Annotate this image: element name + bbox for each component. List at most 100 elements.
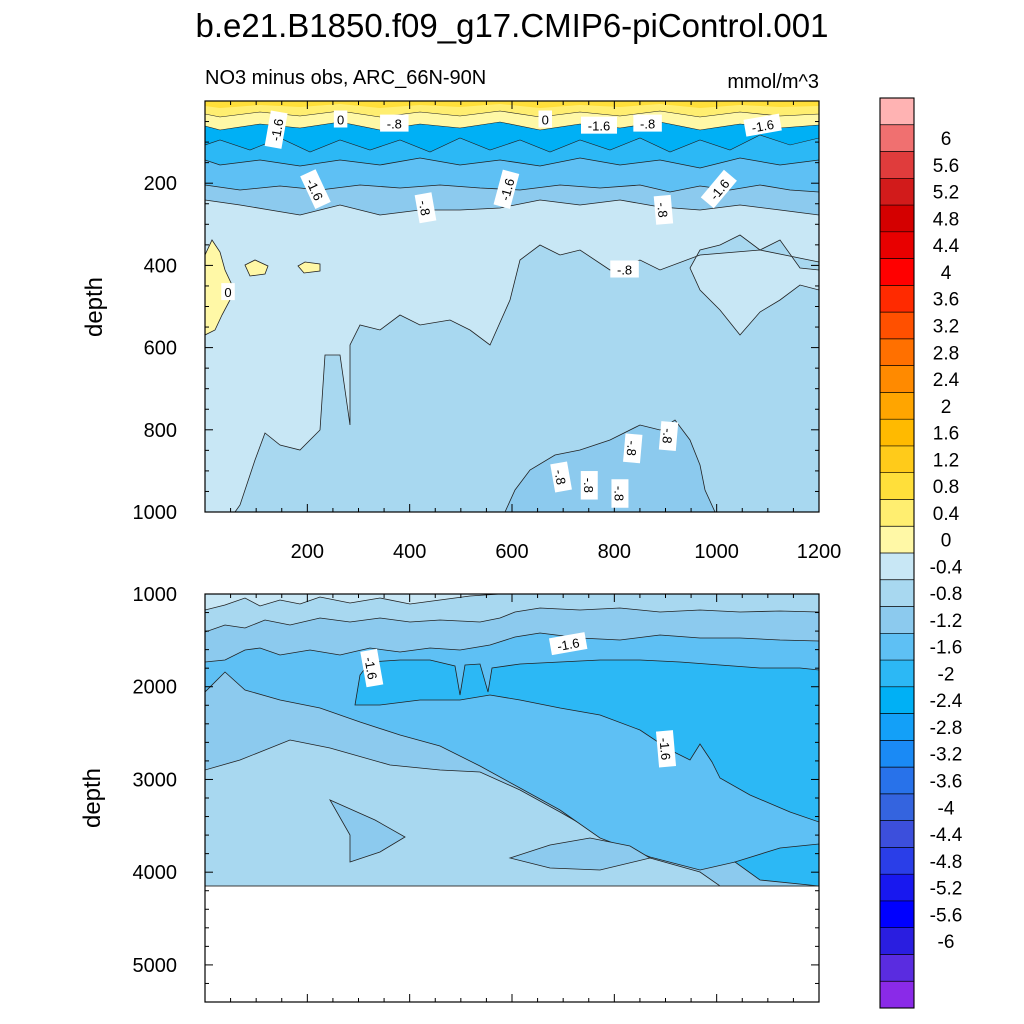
colorbar-label: -4.8 [930,852,963,873]
colorbar-label: -0.4 [930,557,963,578]
colorbar-swatch [880,579,914,607]
lower-y-axis-title: depth [79,768,106,828]
contour-label-box [610,260,639,278]
contour-label-box [658,421,679,451]
colorbar-swatch [880,285,914,313]
colorbar-label: 0.8 [933,477,959,498]
contour-label-text: -1.6 [361,656,380,681]
contour-label: -1.6 [580,116,617,134]
colorbar-swatch [880,793,914,822]
lower-y-tick-label: 2000 [133,677,178,699]
upper-panel-title: NO3 minus obs, ARC_66N-90N [205,67,486,89]
contour-label-text: -.8 [654,202,670,218]
upper-y-tick-label: 400 [144,255,177,277]
colorbar-swatch [880,445,914,474]
contour-label-box [550,461,572,493]
contour-label-text: -.8 [659,428,675,444]
upper-y-tick-label: 1000 [133,502,178,524]
colorbar-swatch [880,740,914,768]
field-band-minus-2.0 [354,659,819,823]
contour-label: 0 [221,283,235,301]
colorbar-label: -4.4 [930,825,963,846]
contour-label-text: -.8 [387,117,402,132]
contour-label: -.8 [658,421,679,451]
contour-label-box [414,192,437,224]
colorbar-label: 5.6 [933,156,959,177]
upper-x-tick-label: 1200 [797,541,842,563]
lower-contour-field [205,594,819,1002]
contour-label: -1.6 [493,169,520,209]
contour-label-text: -.8 [624,440,640,456]
upper-y-axis: 200 400 600 800 1000 [133,100,819,524]
lower-y-tick-label: 3000 [133,769,178,791]
colorbar-swatch [880,365,914,393]
contour-label: -.8 [653,194,674,225]
colorbar-swatch [880,312,914,340]
colorbar-label: 0 [941,531,952,552]
colorbar-swatch [880,660,914,688]
contour-label-box [611,479,629,508]
contour-label-box [743,113,782,137]
contour-label: -1.6 [548,632,588,656]
contour-label-text: -1.6 [268,118,287,143]
colorbar-swatch [880,553,914,581]
contour-label: -.8 [414,192,437,224]
upper-contour-field [205,101,819,512]
colorbar-frame [879,97,915,1009]
colorbar-swatch [880,472,914,500]
contour-label-box [548,632,588,656]
contour-label-box [653,194,674,225]
field-positive-blob-tiny [297,261,321,274]
contour-label-box [333,110,348,128]
colorbar-label: 3.2 [933,317,959,338]
upper-contour-labels: -1.6 0 -.8 0 -1.6 -.8 -1.6-1.6 -1.6 -1.6-.8 -.80-… [221,110,782,508]
contour-label: -.8 [633,114,662,132]
contour-label: -.8 [611,479,629,508]
contour-label-text: -.8 [416,199,433,217]
contour-label: -1.6 [743,113,782,137]
contour-label-box [221,283,235,301]
contour-label: 0 [538,110,553,128]
field-band-minus-1.2-wedge-left [329,799,406,863]
contour-label-text: -.8 [611,486,626,501]
contour-label-text: -1.6 [657,737,674,761]
contour-label: -.8 [610,260,639,278]
contour-label-box [493,169,520,209]
colorbar-label: -2.4 [930,691,963,712]
lower-panel: 1000 2000 3000 4000 5000 depth -1.6 -1.6 -1.6 [79,584,820,1003]
colorbar-label: -4 [938,798,955,819]
upper-y-tick-label: 600 [144,338,177,360]
colorbar-swatch [880,124,914,152]
colorbar-swatch [880,686,914,714]
colorbar-label: 2.8 [933,343,959,364]
field-positive-blob-small [244,259,269,277]
figure-title: b.e21.B1850.f09_g17.CMIP6-piControl.001 [196,7,829,44]
contour-label: -.8 [550,461,572,493]
colorbar-swatch [880,151,914,179]
colorbar-label: 6 [941,129,952,150]
lower-x-axis [204,594,820,1002]
colorbar-label: 4.4 [933,236,960,257]
contour-label: -.8 [380,114,409,132]
lower-contour-labels: -1.6 -1.6 -1.6 [360,632,677,768]
colorbar-label: 5.2 [933,183,959,204]
upper-x-tick-label: 800 [598,541,631,563]
contour-label: 0 [333,110,348,128]
colorbar-swatch [880,820,914,848]
lower-y-axis: 1000 2000 3000 4000 5000 [133,584,819,1003]
contour-label-box [360,648,384,688]
contour-label-text: 0 [542,112,549,127]
colorbar: 6 5.6 5.2 4.8 4.4 4 3.6 3.2 2.8 2.4 2 1.6 1.2 0.8 0.4 0… [879,97,963,1009]
colorbar-swatch [880,874,914,902]
colorbar-swatch [880,231,914,259]
colorbar-swatch [880,954,914,982]
contour-label-text: -1.6 [497,177,517,203]
contour-label-box [264,110,288,149]
colorbar-label: 4 [941,263,952,284]
contour-label-box [580,471,598,500]
contour-label-box [633,114,662,132]
contour-label-text: -.8 [581,478,596,493]
units-label: mmol/m^3 [727,71,819,93]
contour-label: -1.6 [264,110,288,149]
